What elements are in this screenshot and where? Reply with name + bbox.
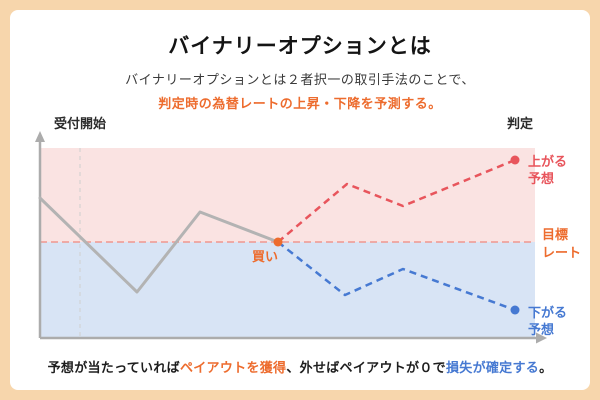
x-axis-arrow-icon (536, 332, 547, 344)
footer-highlight-payout: ペイアウトを獲得 (179, 360, 287, 375)
subtitle-line-1: バイナリーオプションとは２者択一の取引手法のことで、 (125, 72, 475, 87)
y-axis-arrow-icon (35, 131, 45, 142)
fall-label-line-1: 下がる (528, 305, 567, 320)
rise-prediction-line (277, 158, 516, 243)
footer-text-2: 、外せばペイアウトが０で (286, 360, 446, 375)
rise-label-line-1: 上がる (528, 154, 567, 169)
subtitle-line-2: 判定時の為替レートの上昇・下降を予測する。 (158, 96, 442, 111)
rise-zone (40, 148, 535, 242)
binary-option-chart: 受付開始 判定 買い 上がる 予想 目標 レート 下がる 予想 (35, 116, 581, 344)
end-label: 判定 (507, 116, 533, 131)
buy-point-dot (273, 237, 283, 247)
fall-label-line-2: 予想 (528, 322, 554, 337)
fall-zone (40, 242, 535, 338)
price-history-line (38, 196, 280, 294)
target-rate-label-line-1: 目標 (542, 227, 568, 242)
footer-note: 予想が当たっていればペイアウトを獲得、外せばペイアウトが０で損失が確定する。 (10, 357, 590, 376)
footer-highlight-loss: 損失が確定する (445, 360, 540, 375)
start-label: 受付開始 (54, 116, 106, 131)
fall-prediction-line (277, 241, 516, 312)
rise-end-dot (510, 155, 520, 165)
content-card: バイナリーオプションとは バイナリーオプションとは２者択一の取引手法のことで、 … (10, 10, 590, 390)
fall-end-dot (510, 305, 520, 315)
rise-label-line-2: 予想 (528, 171, 554, 186)
footer-text-1: 予想が当たっていれば (47, 360, 180, 375)
page-title: バイナリーオプションとは (168, 35, 432, 58)
buy-label: 買い (252, 249, 278, 264)
target-rate-label-line-2: レート (542, 245, 581, 260)
footer-text-3: 。 (539, 360, 553, 375)
